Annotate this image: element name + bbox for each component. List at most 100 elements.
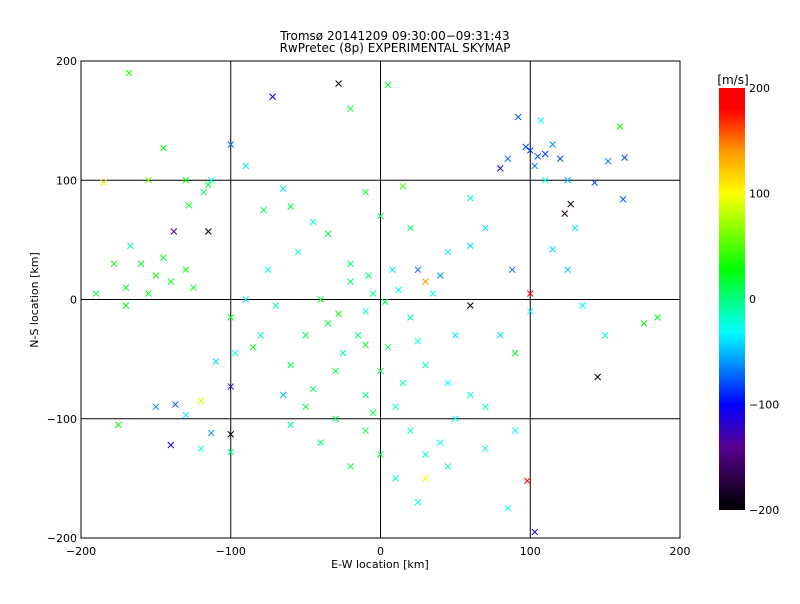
data-point <box>377 212 384 220</box>
data-point <box>579 302 587 309</box>
data-point <box>594 373 601 381</box>
y-tick-label: −200 <box>47 532 77 545</box>
data-point <box>541 176 549 184</box>
data-point <box>395 286 402 294</box>
data-point <box>466 391 474 399</box>
data-point <box>654 314 661 321</box>
data-point <box>437 439 444 446</box>
data-point <box>100 179 107 186</box>
data-point <box>242 296 250 303</box>
data-point <box>287 203 295 210</box>
data-point <box>137 260 145 268</box>
colorbar-label: [m/s] <box>717 73 748 87</box>
data-point <box>604 157 612 165</box>
data-point <box>339 349 347 357</box>
data-point <box>197 445 205 452</box>
data-point <box>466 242 474 250</box>
axis-ticks: −200 −100 0 100 200 −200 −100 0 100 200 <box>47 55 691 558</box>
data-point <box>407 427 414 435</box>
data-point <box>377 451 384 458</box>
data-point <box>167 278 175 285</box>
data-point <box>145 176 152 184</box>
data-point <box>452 331 459 339</box>
data-point <box>347 463 354 470</box>
data-point <box>523 477 531 485</box>
data-point <box>369 290 377 297</box>
data-point <box>556 155 564 163</box>
plot-frame <box>80 60 681 539</box>
data-point <box>287 421 295 429</box>
data-point <box>392 403 399 411</box>
data-point <box>227 430 235 438</box>
data-point <box>619 195 627 203</box>
x-tick-label: 200 <box>670 545 691 558</box>
data-point <box>399 379 407 387</box>
data-point <box>591 179 598 186</box>
data-point <box>365 272 372 280</box>
data-point <box>496 331 504 339</box>
data-point <box>287 361 295 369</box>
data-point <box>567 200 575 208</box>
data-point <box>541 150 549 158</box>
data-point <box>422 451 429 458</box>
data-point <box>260 206 268 214</box>
colorbar-ticks: 200 100 0 −100 −200 <box>749 82 779 517</box>
data-point <box>414 498 422 506</box>
data-point <box>466 302 474 309</box>
data-point <box>407 224 414 232</box>
x-tick-label: −200 <box>66 545 96 558</box>
data-point <box>531 528 539 536</box>
data-point <box>125 69 133 77</box>
data-point <box>564 266 572 274</box>
data-point <box>526 308 534 315</box>
data-point <box>227 141 235 148</box>
data-point <box>369 409 377 417</box>
data-point <box>171 401 179 408</box>
data-point <box>152 403 160 411</box>
data-point <box>324 230 332 238</box>
data-point <box>160 254 167 262</box>
data-point <box>571 224 579 232</box>
data-point <box>362 188 369 196</box>
data-point <box>444 379 452 387</box>
data-point <box>422 278 429 285</box>
data-point <box>257 331 265 339</box>
data-point <box>122 302 130 309</box>
data-point <box>317 439 324 446</box>
data-point <box>92 290 100 297</box>
data-point <box>407 314 414 321</box>
data-point <box>145 290 152 297</box>
data-point <box>309 218 317 226</box>
data-point <box>324 319 332 327</box>
data-point <box>204 228 212 235</box>
data-point <box>182 411 190 419</box>
data-point <box>227 448 235 456</box>
data-point <box>170 228 178 235</box>
data-point <box>561 210 569 217</box>
data-point <box>294 248 302 256</box>
data-point <box>621 154 628 161</box>
data-point <box>227 383 235 390</box>
data-point <box>511 349 519 357</box>
colorbar-tick-label: −100 <box>749 399 779 412</box>
data-point <box>302 331 309 339</box>
y-tick-label: 0 <box>70 294 77 307</box>
x-axis-label: E-W location [km] <box>331 558 429 571</box>
data-point <box>601 331 609 339</box>
data-point <box>115 421 122 429</box>
data-point <box>332 367 339 375</box>
data-point <box>272 302 280 309</box>
data-point <box>377 367 384 375</box>
data-point <box>414 337 422 345</box>
data-point <box>227 314 235 321</box>
data-point <box>152 272 160 280</box>
data-point <box>279 391 287 399</box>
data-point <box>200 188 208 196</box>
data-point <box>452 415 459 423</box>
colorbar-tick-label: −200 <box>749 504 779 517</box>
chart-title: Tromsø 20141209 09:30:00−09:31:43 <box>279 29 509 43</box>
data-point <box>160 144 167 152</box>
data-point <box>437 272 444 280</box>
data-point <box>444 248 452 256</box>
